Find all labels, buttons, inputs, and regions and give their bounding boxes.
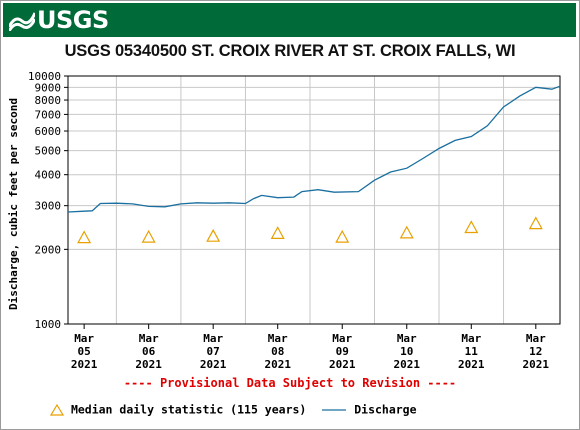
x-tick-label: 2021 <box>329 358 356 371</box>
plot-area <box>67 75 561 325</box>
discharge-line <box>67 85 561 213</box>
grid <box>68 75 560 325</box>
legend-median-label: Median daily statistic (115 years) <box>70 402 307 417</box>
x-tick-label: 2021 <box>394 358 421 371</box>
median-triangle <box>335 229 350 243</box>
x-tick-label: 09 <box>336 345 349 358</box>
median-triangle <box>77 230 92 244</box>
x-tick-label: 11 <box>465 345 479 358</box>
x-tick-label: 2021 <box>458 358 485 371</box>
y-tick-label: 1000 <box>35 318 62 331</box>
y-tick-label: 5000 <box>35 145 62 158</box>
median-triangle <box>528 216 543 230</box>
y-tick-label: 10000 <box>28 70 61 83</box>
x-tick-label: 2021 <box>264 358 291 371</box>
x-tick-label: 05 <box>78 345 91 358</box>
chart-title: USGS 05340500 ST. CROIX RIVER AT ST. CRO… <box>64 42 516 60</box>
series <box>67 85 561 244</box>
y-tick-label: 7000 <box>35 108 62 121</box>
median-triangle <box>399 225 414 239</box>
y-tick-label: 3000 <box>35 200 62 213</box>
y-tick-label: 4000 <box>35 169 62 182</box>
x-tick-label: 2021 <box>135 358 162 371</box>
legend-discharge-label: Discharge <box>354 402 417 417</box>
x-tick-label: 2021 <box>523 358 550 371</box>
x-tick-label: Mar <box>139 332 159 345</box>
x-tick-label: 2021 <box>71 358 98 371</box>
y-axis-label: Discharge, cubic feet per second <box>7 98 20 310</box>
usgs-logo-icon <box>9 12 35 31</box>
y-tick-label: 8000 <box>35 94 62 107</box>
x-axis: Mar052021Mar062021Mar072021Mar082021Mar0… <box>71 324 550 371</box>
y-tick-label: 2000 <box>35 243 62 256</box>
median-triangle <box>141 229 156 243</box>
y-tick-label: 6000 <box>35 125 62 138</box>
x-tick-label: Mar <box>74 332 94 345</box>
discharge-line-icon <box>322 408 347 411</box>
x-tick-label: Mar <box>203 332 223 345</box>
usgs-banner: USGS <box>3 3 576 37</box>
x-tick-label: Mar <box>332 332 352 345</box>
median-triangle <box>270 226 285 239</box>
y-tick-label: 9000 <box>35 81 62 94</box>
x-tick-label: 2021 <box>200 358 227 371</box>
median-triangle-icon <box>50 403 64 416</box>
usgs-logo-text: USGS <box>37 6 109 34</box>
provisional-notice: ---- Provisional Data Subject to Revisio… <box>123 376 457 390</box>
x-tick-label: 10 <box>400 345 413 358</box>
x-tick-label: Mar <box>461 332 481 345</box>
y-axis: 1000 2000 3000 4000 5000 6000 7000800090001000… <box>28 70 68 331</box>
x-tick-label: 07 <box>207 345 220 358</box>
x-tick-label: Mar <box>397 332 417 345</box>
x-tick-label: Mar <box>268 332 288 345</box>
median-triangle <box>206 228 221 242</box>
legend: Median daily statistic (115 years) Disch… <box>50 402 417 417</box>
x-tick-label: 12 <box>529 345 542 358</box>
x-tick-label: 06 <box>142 345 156 358</box>
median-triangle <box>464 220 479 234</box>
x-tick-label: Mar <box>526 332 546 345</box>
x-tick-label: 08 <box>271 345 284 358</box>
